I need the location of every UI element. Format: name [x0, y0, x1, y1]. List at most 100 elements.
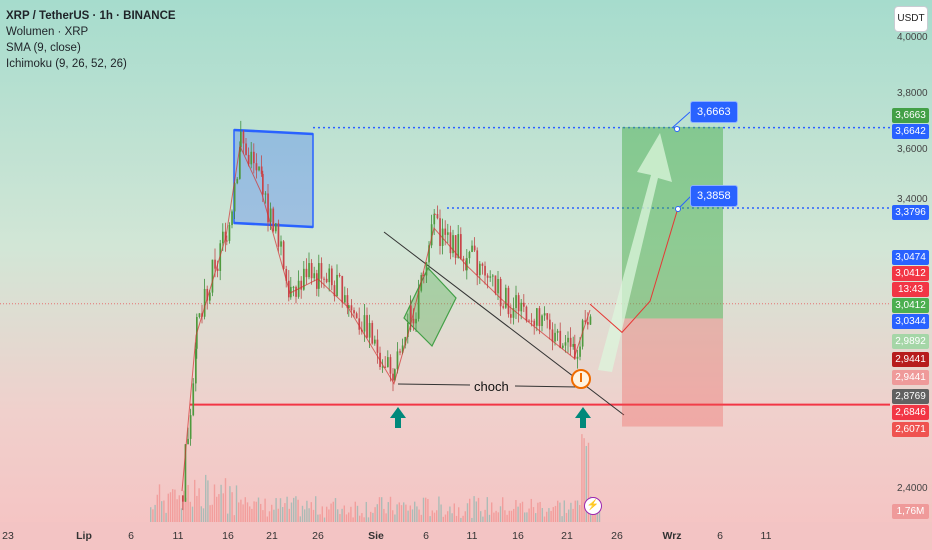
time-tick: 11 [760, 530, 772, 542]
volume-bar [286, 496, 288, 522]
candle [574, 344, 576, 359]
candle [338, 274, 341, 277]
volume-bar [565, 512, 568, 522]
price-tick: 4,0000 [897, 32, 928, 43]
volume-bar [436, 510, 438, 522]
candle [277, 223, 280, 247]
volume-bar [493, 512, 495, 522]
candle [430, 224, 433, 246]
volume-bar [510, 510, 513, 522]
target-callout-2[interactable]: 3,3858 [690, 185, 738, 207]
volume-bar [334, 498, 337, 522]
candle [325, 278, 328, 283]
volume-bar [158, 484, 161, 522]
candle [211, 259, 214, 293]
volume-bar [279, 498, 282, 522]
volume-bar [290, 502, 293, 522]
volume-bar [361, 513, 363, 522]
price-label: 3,0474 [892, 250, 929, 265]
volume-bar [381, 497, 383, 522]
time-tick: 26 [312, 530, 324, 542]
time-axis-bg [0, 522, 932, 550]
volume-bar [172, 489, 174, 522]
candle [231, 211, 233, 226]
lightning-icon[interactable]: ⚡ [584, 497, 602, 515]
volume-bar [359, 515, 361, 522]
volume-bar [473, 496, 475, 522]
symbol-title[interactable]: XRP / TetherUS · 1h · BINANCE [6, 10, 176, 22]
candle [576, 356, 579, 359]
volume-bar [295, 496, 297, 522]
candle [316, 273, 318, 289]
candle [449, 232, 452, 254]
volume-bar [321, 506, 323, 522]
candle [481, 263, 484, 266]
volume-bar [374, 507, 376, 522]
target-callout-1[interactable]: 3,6663 [690, 101, 738, 123]
volume-bar [257, 497, 260, 522]
price-label: 1,76M [892, 504, 929, 519]
candle [224, 231, 227, 241]
currency-button[interactable]: USDT [894, 6, 928, 32]
volume-bar [455, 515, 458, 522]
price-label: 3,6642 [892, 124, 929, 139]
volume-bar [231, 492, 233, 522]
volume-bar [495, 510, 497, 522]
volume-bar [209, 505, 211, 522]
volume-bar [440, 504, 442, 522]
candle [468, 251, 471, 259]
volume-bar [528, 508, 530, 522]
candle [310, 263, 313, 279]
volume-bar [365, 501, 367, 522]
volume-bar [576, 500, 579, 522]
volume-bar [229, 486, 231, 522]
indicator-volume[interactable]: Wolumen · XRP [6, 26, 89, 38]
candle [203, 288, 206, 317]
time-tick: 11 [466, 530, 478, 542]
volume-bar [328, 509, 330, 522]
candle [433, 213, 436, 225]
big-up-arrow [598, 133, 672, 372]
candle [389, 357, 392, 374]
choch-label: choch [474, 379, 509, 394]
volume-bar [244, 497, 246, 522]
projection-path [589, 207, 679, 334]
candle [341, 276, 344, 303]
candle [320, 263, 323, 279]
volume-bar [275, 498, 277, 522]
candle [262, 173, 264, 195]
candle [543, 313, 546, 316]
candle [425, 262, 428, 276]
volume-bar [598, 509, 601, 522]
candle [392, 373, 394, 381]
volume-bar [537, 502, 539, 522]
candle [489, 276, 492, 278]
volume-bar [200, 506, 202, 522]
candle [313, 273, 316, 279]
volume-bar [469, 498, 471, 522]
candle [308, 263, 310, 278]
time-tick: 21 [561, 530, 573, 542]
candle [198, 313, 201, 317]
volume-bar [304, 509, 306, 522]
price-label: 2,9892 [892, 334, 929, 349]
volume-bar [405, 504, 407, 522]
volume-bar [572, 508, 574, 522]
volume-bar [587, 442, 590, 522]
candle [536, 308, 538, 326]
volume-bar [539, 501, 541, 522]
volume-bar [400, 505, 403, 522]
volume-bar [246, 502, 249, 522]
volume-bar [260, 503, 262, 522]
volume-bar [513, 508, 515, 522]
volume-bar [453, 503, 455, 522]
volume-bar [205, 474, 207, 522]
volume-bar [477, 497, 480, 522]
indicator-ichimoku[interactable]: Ichimoku (9, 26, 52, 26) [6, 58, 127, 70]
volume-bar [207, 480, 209, 522]
candle [579, 346, 581, 357]
candle [556, 330, 559, 333]
indicator-sma[interactable]: SMA (9, close) [6, 42, 81, 54]
volume-bar [394, 514, 396, 522]
